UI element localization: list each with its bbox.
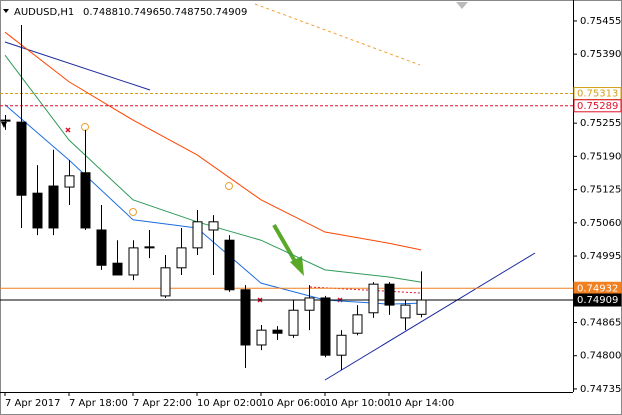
y-tick-label: 0.75125: [580, 185, 621, 196]
arrow: [272, 223, 298, 265]
trendline: [4, 41, 151, 91]
ohlc-value: 0.74881: [83, 7, 124, 18]
y-tick-label: 0.74735: [580, 384, 621, 395]
candle-body: [400, 304, 411, 319]
candle-body: [16, 121, 27, 196]
candle-body: [208, 221, 219, 231]
y-tick-label: 0.75060: [580, 218, 621, 229]
price-label: 0.75313: [577, 89, 618, 100]
candle-body: [0, 119, 11, 122]
y-tick-label: 0.74865: [580, 317, 621, 328]
candle-body: [80, 172, 91, 229]
candle-body: [256, 329, 267, 346]
candle-body: [336, 334, 347, 356]
candle-body: [32, 192, 43, 229]
candle-body: [192, 221, 203, 249]
candle-body: [384, 283, 395, 306]
candle-body: [176, 247, 187, 269]
y-tick-label: 0.75255: [580, 118, 621, 129]
trendline: [324, 252, 536, 381]
moving-average: [4, 31, 422, 251]
trendline: [254, 3, 421, 66]
price-label: 0.74909: [577, 295, 618, 306]
candle-body: [320, 297, 331, 356]
y-tick-label: 0.75190: [580, 151, 621, 162]
price-label: 0.74932: [577, 283, 618, 294]
candle-body: [288, 309, 299, 336]
candle-body: [272, 329, 283, 334]
x-tick-label: 7 Apr 2017: [5, 398, 60, 409]
x-tick-label: 10 Apr 06:00: [261, 398, 326, 409]
candle-body: [368, 283, 379, 314]
ohlc-value: 0.74965: [124, 7, 165, 18]
x-tick-label: 7 Apr 18:00: [69, 398, 128, 409]
candle-body: [240, 289, 251, 346]
header: AUDUSD,H1 0.74881 0.74965 0.74875 0.74909: [3, 7, 247, 18]
header-arrow: [3, 9, 9, 13]
candle-body: [224, 239, 235, 291]
candle-body: [304, 297, 315, 311]
symbol-title: AUDUSD,H1: [14, 7, 74, 18]
arrow-head: [290, 256, 304, 276]
candle-body: [160, 267, 171, 297]
x-tick-label: 7 Apr 22:00: [133, 398, 192, 409]
price-label-box: [573, 99, 622, 113]
scroll-marker: [456, 2, 468, 9]
candle-body: [416, 299, 427, 315]
ohlc-value: 0.74875: [165, 7, 206, 18]
y-tick-label: 0.74800: [580, 351, 621, 362]
candle-body: [128, 247, 139, 276]
candle-body: [48, 185, 59, 229]
candle-body: [352, 314, 363, 334]
ohlc-value: 0.74909: [206, 7, 247, 18]
y-tick-label: 0.75455: [580, 16, 621, 27]
price-label: 0.75289: [577, 101, 618, 112]
y-tick-label: 0.75390: [580, 49, 621, 60]
y-tick-label: 0.74995: [580, 251, 621, 262]
candle-body: [64, 175, 75, 188]
x-tick-label: 10 Apr 14:00: [389, 398, 454, 409]
moving-average: [4, 54, 422, 283]
candle-body: [96, 229, 107, 266]
candle-body: [144, 246, 155, 249]
candle-body: [112, 262, 123, 276]
x-tick-label: 10 Apr 02:00: [197, 398, 262, 409]
price-label-box: [573, 293, 622, 307]
x-tick-label: 10 Apr 10:00: [325, 398, 390, 409]
